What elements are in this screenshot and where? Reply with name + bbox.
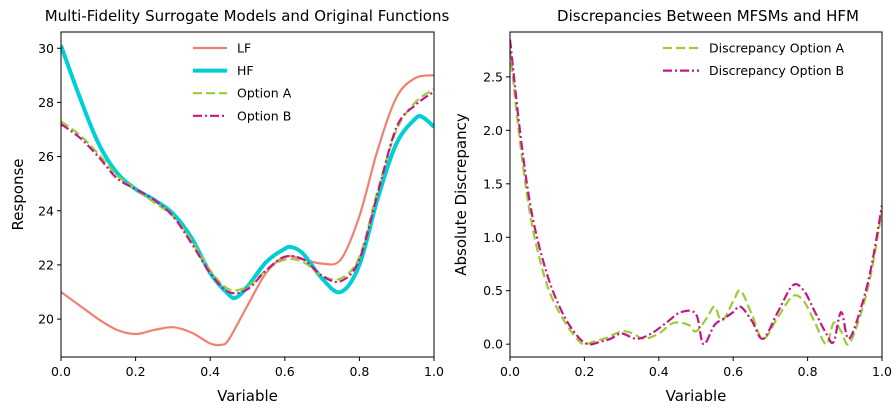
series-line-option-a [61, 87, 434, 292]
y-tick-label: 2.0 [483, 123, 503, 138]
chart-left: Multi-Fidelity Surrogate Models and Orig… [9, 7, 449, 405]
x-tick-label: 0.0 [500, 364, 520, 379]
legend: LF HF Option A Option B [193, 41, 292, 123]
y-tick-label: 22 [38, 257, 54, 272]
plot-frame [60, 31, 435, 358]
legend-label: Discrepancy Option B [709, 63, 844, 78]
x-tick-label: 0.0 [51, 364, 71, 379]
plot-frame [509, 31, 883, 358]
x-tick-label: 0.4 [649, 364, 669, 379]
y-axis-label: Absolute Discrepancy [452, 113, 470, 276]
y-axis-label: Response [9, 158, 27, 230]
legend-label: HF [237, 63, 254, 78]
legend-label: Option A [237, 86, 292, 101]
series-line-lf [61, 74, 434, 347]
y-tick-label: 0.0 [483, 337, 503, 352]
legend-label: LF [237, 41, 251, 56]
x-tick-label: 1.0 [424, 364, 444, 379]
y-tick-label: 0.5 [483, 283, 503, 298]
x-tick-label: 0.6 [723, 364, 743, 379]
series-line-discrepancy-option-a [510, 50, 882, 346]
series-group [61, 44, 434, 347]
series-group [510, 39, 882, 346]
chart-right: Discrepancies Between MFSMs and HFM 0.0 0.… [452, 7, 892, 405]
y-tick-label: 30 [38, 41, 54, 56]
y-tick-label: 20 [38, 312, 54, 327]
x-axis-label: Variable [666, 387, 727, 405]
x-tick-label: 0.2 [126, 364, 146, 379]
x-tick-label: 0.8 [349, 364, 369, 379]
chart-title: Discrepancies Between MFSMs and HFM [557, 7, 859, 25]
x-tick-label: 1.0 [872, 364, 892, 379]
x-axis-label: Variable [217, 387, 278, 405]
series-line-discrepancy-option-b [510, 39, 882, 346]
legend-label: Option B [237, 108, 291, 123]
x-tick-label: 0.8 [798, 364, 818, 379]
chart-title: Multi-Fidelity Surrogate Models and Orig… [45, 7, 450, 25]
x-tick-label: 0.6 [275, 364, 295, 379]
y-tick-label: 1.0 [483, 230, 503, 245]
series-line-option-b [61, 90, 434, 295]
legend: Discrepancy Option A Discrepancy Option B [663, 41, 844, 78]
x-tick-label: 0.4 [200, 364, 220, 379]
y-tick-label: 2.5 [483, 69, 503, 84]
y-tick-label: 26 [38, 149, 54, 164]
y-tick-label: 24 [38, 203, 54, 218]
legend-label: Discrepancy Option A [709, 41, 844, 56]
x-tick-label: 0.2 [574, 364, 594, 379]
y-tick-label: 28 [38, 95, 54, 110]
y-tick-label: 1.5 [483, 176, 503, 191]
